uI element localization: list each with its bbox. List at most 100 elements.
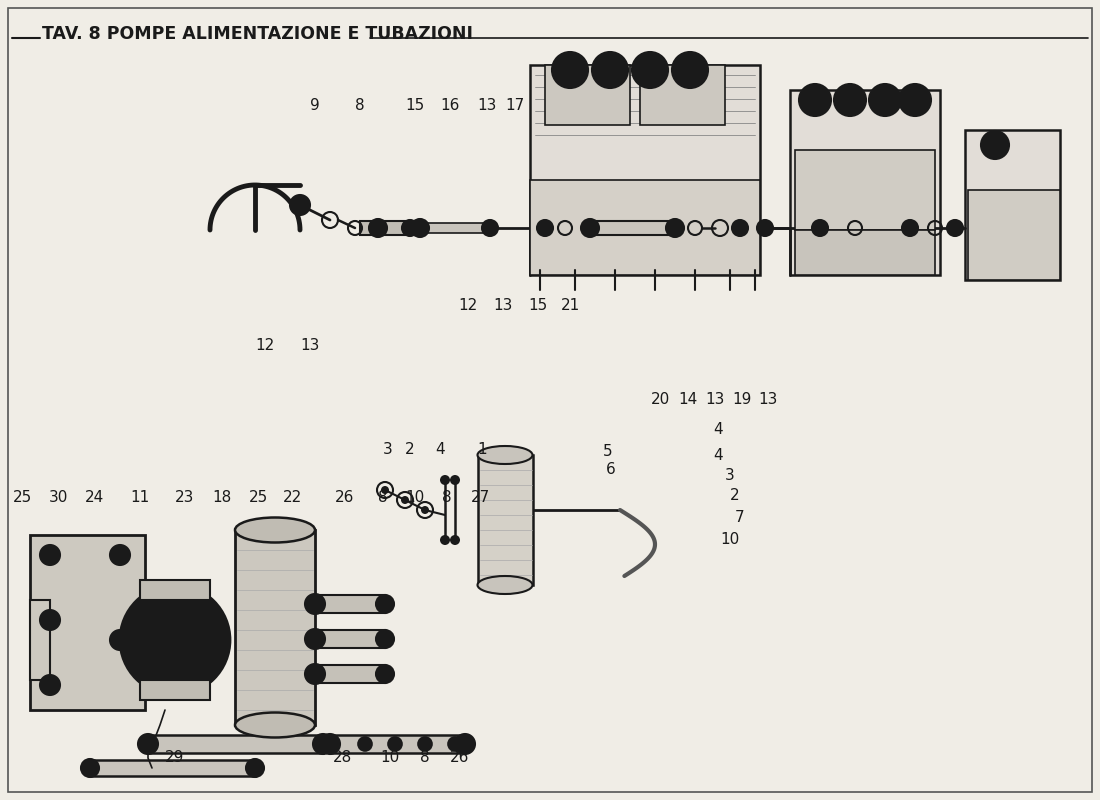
Circle shape (455, 734, 475, 754)
Circle shape (418, 737, 432, 751)
Circle shape (295, 200, 305, 210)
Text: 17: 17 (505, 98, 525, 113)
Circle shape (482, 220, 498, 236)
Bar (315, 595, 385, 613)
Bar (530, 180, 760, 275)
Text: 24: 24 (86, 490, 104, 506)
Circle shape (376, 595, 394, 613)
Circle shape (450, 535, 460, 545)
Circle shape (906, 91, 924, 109)
Circle shape (120, 585, 230, 695)
Circle shape (592, 52, 628, 88)
Circle shape (305, 664, 324, 684)
Text: 13: 13 (300, 338, 320, 353)
Text: 14: 14 (679, 393, 697, 407)
Bar (965, 130, 1060, 280)
Text: 19: 19 (733, 393, 751, 407)
Circle shape (440, 535, 450, 545)
Circle shape (305, 594, 324, 614)
Circle shape (40, 610, 60, 630)
Circle shape (632, 52, 668, 88)
Text: 8: 8 (355, 98, 365, 113)
Circle shape (448, 737, 462, 751)
Text: 4: 4 (713, 447, 723, 462)
Text: 2: 2 (405, 442, 415, 458)
Ellipse shape (235, 713, 315, 738)
Circle shape (138, 734, 158, 754)
Text: 15: 15 (528, 298, 548, 313)
Text: 25: 25 (12, 490, 32, 506)
Text: 21: 21 (560, 298, 580, 313)
Circle shape (806, 91, 824, 109)
Text: 4: 4 (713, 422, 723, 438)
Circle shape (732, 220, 748, 236)
Bar (140, 680, 210, 700)
Circle shape (421, 506, 429, 514)
Text: 26: 26 (336, 490, 354, 506)
Text: 4: 4 (436, 442, 444, 458)
Circle shape (314, 734, 333, 754)
Circle shape (680, 60, 700, 80)
Bar (235, 530, 315, 725)
Bar (530, 65, 760, 275)
Circle shape (402, 496, 409, 504)
Circle shape (81, 759, 99, 777)
Circle shape (110, 545, 130, 565)
Circle shape (40, 675, 60, 695)
Bar (330, 735, 465, 753)
Bar (315, 630, 385, 648)
Circle shape (876, 91, 894, 109)
Bar (478, 455, 534, 585)
Text: 8: 8 (378, 490, 388, 506)
Circle shape (981, 131, 1009, 159)
Circle shape (290, 195, 310, 215)
Bar (795, 150, 935, 230)
Bar (640, 65, 725, 125)
Ellipse shape (235, 518, 315, 542)
Text: 16: 16 (440, 98, 460, 113)
Bar (315, 665, 385, 683)
Circle shape (246, 759, 264, 777)
Text: 23: 23 (175, 490, 195, 506)
Text: 20: 20 (650, 393, 670, 407)
Circle shape (368, 219, 387, 237)
Bar (790, 90, 940, 275)
Circle shape (450, 475, 460, 485)
Bar (148, 735, 323, 753)
Circle shape (842, 91, 859, 109)
Text: 28: 28 (333, 750, 353, 766)
Bar (140, 580, 210, 600)
Circle shape (320, 734, 340, 754)
Text: 13: 13 (477, 98, 497, 113)
Text: 11: 11 (131, 490, 150, 506)
Text: 10: 10 (720, 533, 739, 547)
Ellipse shape (477, 576, 532, 594)
Circle shape (899, 84, 931, 116)
Text: TAV. 8 POMPE ALIMENTAZIONE E TUBAZIONI: TAV. 8 POMPE ALIMENTAZIONE E TUBAZIONI (42, 25, 473, 43)
Text: 13: 13 (705, 393, 725, 407)
Circle shape (672, 52, 708, 88)
Circle shape (666, 219, 684, 237)
Text: 29: 29 (165, 750, 185, 766)
Text: 5: 5 (603, 445, 613, 459)
Text: 27: 27 (471, 490, 490, 506)
Circle shape (600, 60, 620, 80)
Text: 10: 10 (406, 490, 425, 506)
Text: 8: 8 (442, 490, 452, 506)
Circle shape (388, 737, 401, 751)
Text: 10: 10 (381, 750, 399, 766)
Circle shape (560, 60, 580, 80)
Text: 30: 30 (48, 490, 68, 506)
Text: 18: 18 (212, 490, 232, 506)
Circle shape (411, 219, 429, 237)
Text: eurospares: eurospares (145, 367, 779, 465)
Bar (795, 230, 935, 275)
Bar (360, 221, 405, 235)
Ellipse shape (477, 446, 532, 464)
Circle shape (902, 220, 918, 236)
Text: 25: 25 (249, 490, 267, 506)
Circle shape (799, 84, 830, 116)
Circle shape (402, 220, 418, 236)
Circle shape (552, 52, 589, 88)
Circle shape (640, 60, 660, 80)
